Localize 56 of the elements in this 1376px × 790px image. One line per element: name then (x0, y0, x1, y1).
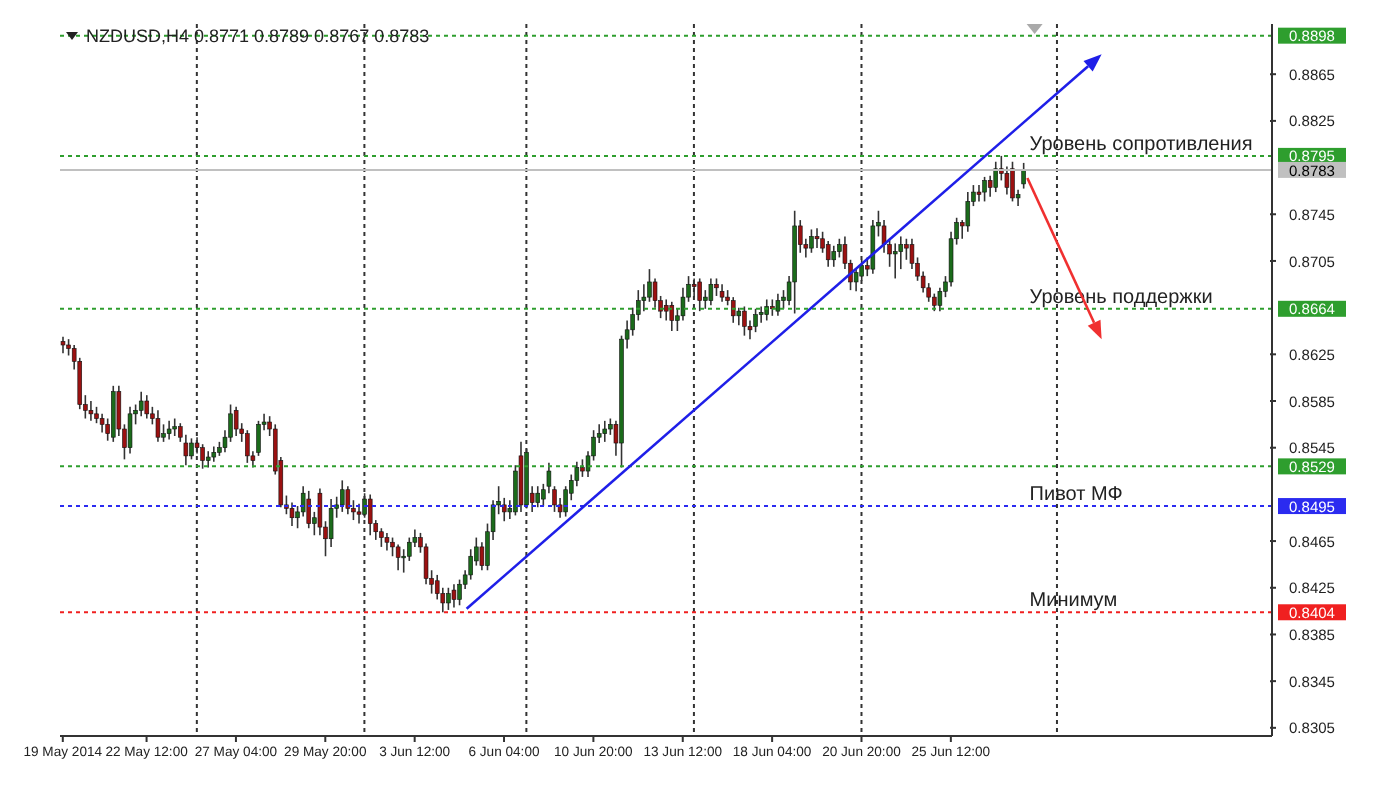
candlestick (647, 268, 652, 303)
chart-title: NZDUSD,H4 0.8771 0.8789 0.8767 0.8783 (86, 26, 430, 46)
candlestick (904, 237, 909, 261)
candlestick (127, 406, 133, 455)
ref-line-label: Пивот МФ (1029, 484, 1124, 507)
candlestick (837, 237, 842, 259)
candlestick (669, 301, 675, 332)
candlestick (814, 227, 820, 249)
candlestick (395, 543, 401, 572)
candlestick (99, 413, 105, 434)
candlestick (987, 174, 993, 198)
ref-line-label: Уровень сопротивления (1029, 133, 1253, 156)
candlestick (758, 305, 764, 324)
candlestick (245, 429, 250, 464)
candlestick (138, 390, 144, 417)
candlestick (345, 485, 351, 516)
candlestick (993, 160, 998, 193)
candlestick (1010, 160, 1015, 203)
candlestick (892, 242, 898, 280)
candlestick (602, 420, 608, 443)
candlestick (1021, 162, 1026, 190)
candlestick (881, 219, 887, 254)
candlestick (289, 501, 295, 527)
candlestick (457, 578, 462, 607)
candlestick (781, 289, 786, 310)
candlestick (775, 292, 781, 317)
candlestick (340, 479, 345, 513)
candlestick (451, 583, 457, 609)
candlestick (753, 308, 758, 333)
candlestick (708, 277, 714, 307)
candlestick (976, 184, 982, 203)
candlestick (233, 406, 239, 437)
candlestick (965, 191, 971, 233)
candlestick (730, 296, 736, 324)
candlestick (144, 394, 150, 420)
candlestick (809, 228, 814, 254)
candlestick (88, 400, 94, 422)
candlestick (155, 409, 161, 443)
candlestick (742, 305, 747, 337)
candlestick (111, 385, 116, 443)
candlestick (870, 219, 876, 275)
candlestick (898, 235, 904, 270)
candlestick (183, 434, 189, 467)
candlestick (172, 417, 177, 437)
candlestick (446, 586, 451, 611)
candlestick (663, 298, 669, 322)
candlestick (831, 244, 837, 268)
candlestick (328, 498, 334, 548)
candlestick (825, 240, 831, 268)
candlestick (982, 176, 987, 203)
candlestick (535, 485, 540, 509)
ref-line-label: Минимум (1029, 590, 1118, 613)
candlestick (306, 490, 312, 530)
candlestick (166, 420, 172, 441)
candlestick (379, 527, 384, 548)
candlestick (703, 289, 708, 310)
